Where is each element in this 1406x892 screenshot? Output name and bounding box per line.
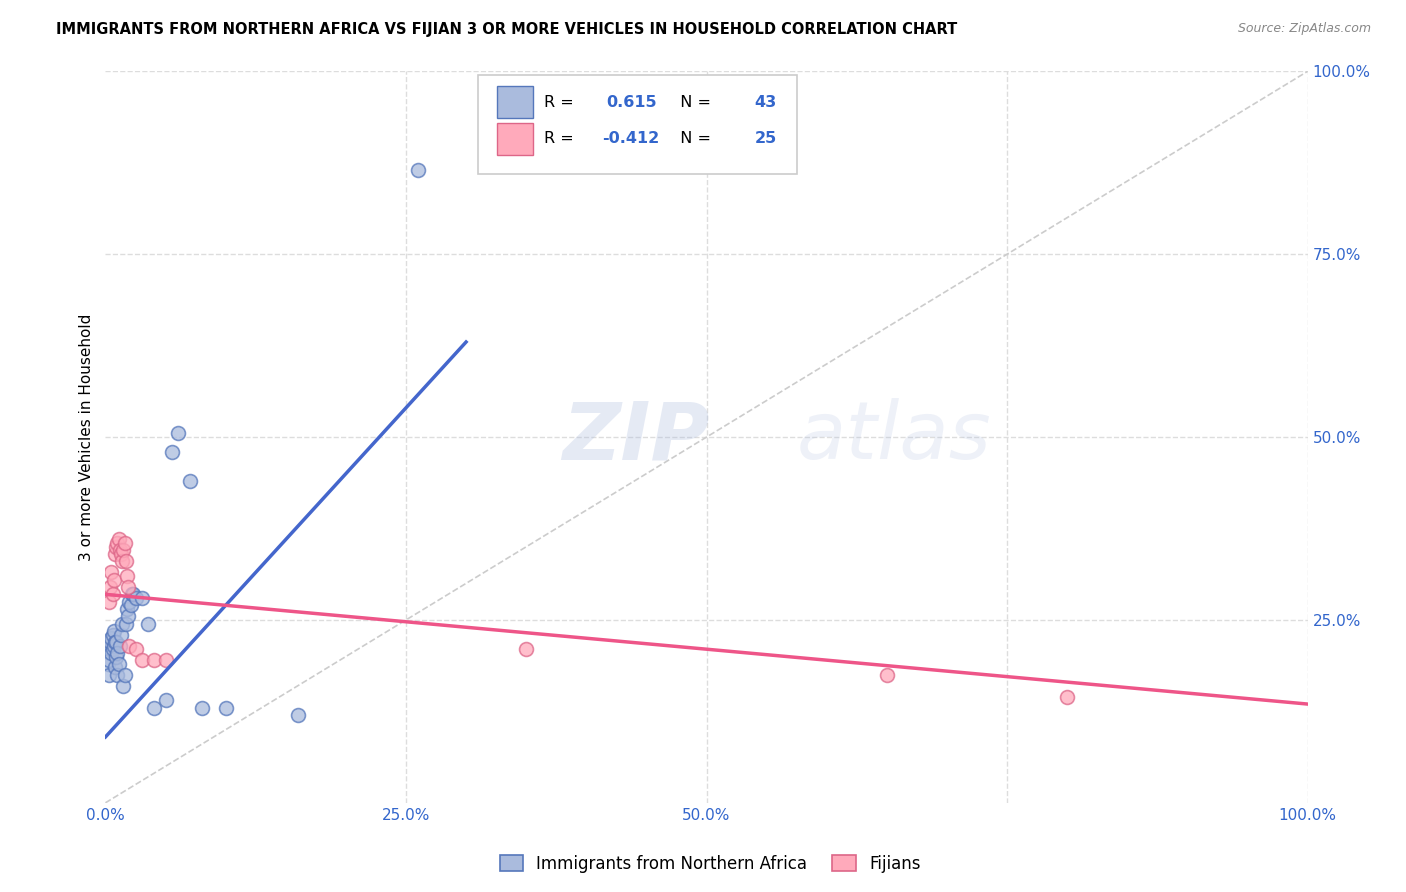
Text: -0.412: -0.412 (602, 131, 659, 146)
Point (101, 627, 124, 641)
Point (104, 547, 127, 561)
Text: IMMIGRANTS FROM NORTHERN AFRICA VS FIJIAN 3 OR MORE VEHICLES IN HOUSEHOLD CORREL: IMMIGRANTS FROM NORTHERN AFRICA VS FIJIA… (56, 22, 957, 37)
Point (124, 591, 146, 605)
Point (107, 536, 129, 550)
Point (155, 653, 177, 667)
Point (111, 554, 134, 568)
Point (101, 587, 124, 601)
Text: atlas: atlas (797, 398, 991, 476)
Point (115, 602, 138, 616)
Point (98, 667, 121, 681)
Point (115, 616, 138, 631)
Point (115, 569, 138, 583)
Point (105, 540, 128, 554)
Point (117, 609, 139, 624)
Point (98, 594, 121, 608)
Point (100, 632, 122, 646)
Point (190, 700, 212, 714)
Point (107, 533, 129, 547)
Text: Source: ZipAtlas.com: Source: ZipAtlas.com (1237, 22, 1371, 36)
Y-axis label: 3 or more Vehicles in Household: 3 or more Vehicles in Household (79, 313, 94, 561)
Point (876, 667, 898, 681)
Point (108, 639, 131, 653)
Point (107, 646, 129, 660)
Point (142, 700, 165, 714)
Point (131, 591, 153, 605)
Point (112, 679, 135, 693)
Point (98, 635, 121, 649)
Point (114, 667, 136, 681)
Point (110, 547, 132, 561)
Point (122, 587, 145, 601)
Point (120, 599, 142, 613)
Point (111, 616, 134, 631)
Point (121, 587, 143, 601)
Point (104, 660, 127, 674)
Point (98, 580, 121, 594)
FancyBboxPatch shape (498, 86, 533, 118)
FancyBboxPatch shape (478, 75, 797, 174)
Point (114, 536, 136, 550)
Text: R =: R = (544, 95, 579, 110)
Point (103, 624, 125, 638)
Point (104, 635, 127, 649)
Text: R =: R = (544, 131, 579, 146)
Point (166, 426, 188, 441)
Text: 25: 25 (755, 131, 778, 146)
Point (406, 163, 429, 178)
Point (131, 653, 153, 667)
Text: 0.615: 0.615 (607, 95, 658, 110)
Point (100, 566, 122, 580)
Text: 43: 43 (755, 95, 778, 110)
Point (515, 642, 537, 657)
Point (118, 594, 141, 608)
Point (97, 657, 120, 671)
Point (98, 642, 121, 657)
Point (117, 580, 139, 594)
Point (155, 693, 177, 707)
FancyBboxPatch shape (498, 122, 533, 154)
Point (107, 657, 129, 671)
Point (160, 444, 183, 458)
Point (287, 708, 309, 723)
Point (105, 649, 128, 664)
Point (214, 700, 236, 714)
Point (112, 543, 135, 558)
Point (118, 639, 141, 653)
Point (110, 627, 132, 641)
Point (96, 639, 118, 653)
Point (103, 639, 125, 653)
Point (98, 653, 121, 667)
Text: ZIP: ZIP (562, 398, 710, 476)
Point (142, 653, 165, 667)
Text: N =: N = (671, 95, 717, 110)
Text: N =: N = (671, 131, 717, 146)
Point (108, 543, 131, 558)
Point (105, 635, 128, 649)
Point (101, 642, 124, 657)
Point (107, 667, 129, 681)
Point (179, 474, 201, 488)
Point (1056, 690, 1078, 704)
Point (124, 642, 146, 657)
Point (136, 616, 159, 631)
Point (115, 554, 138, 568)
Point (100, 646, 122, 660)
Point (103, 573, 125, 587)
Legend: Immigrants from Northern Africa, Fijians: Immigrants from Northern Africa, Fijians (494, 848, 927, 880)
